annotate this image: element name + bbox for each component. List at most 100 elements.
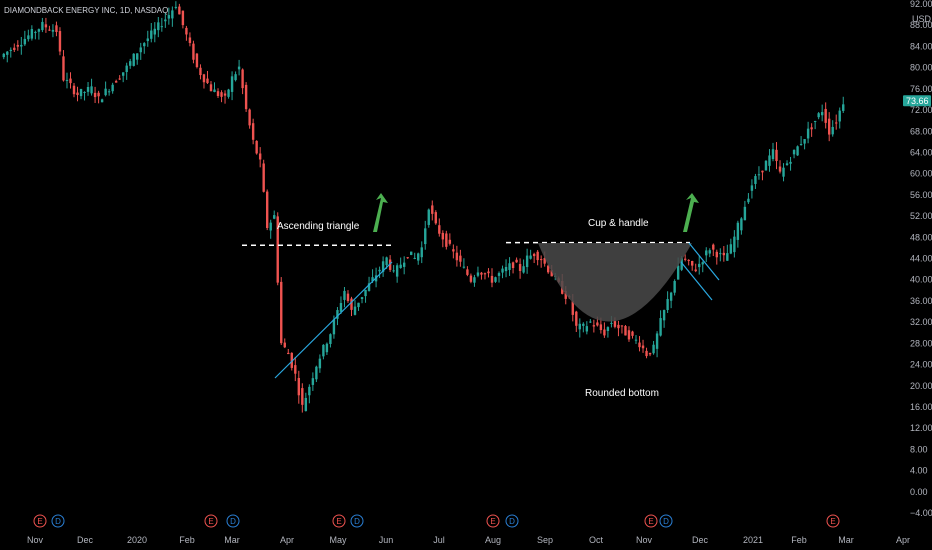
candle-body	[434, 212, 437, 224]
candle-body	[483, 273, 487, 275]
candle-body	[93, 92, 97, 98]
y-tick-label: 36.00	[910, 296, 932, 306]
candle-body	[209, 84, 213, 92]
y-tick-label: 76.00	[910, 84, 932, 94]
candle-body	[575, 311, 578, 326]
pattern-annotation: Cup & handle	[588, 218, 649, 229]
candle-body	[473, 277, 476, 283]
earnings-icon	[644, 514, 658, 528]
candle-body	[427, 209, 430, 225]
candle-body	[51, 29, 55, 32]
candle-body	[585, 326, 589, 332]
candle-body	[589, 321, 592, 323]
x-tick-label: Oct	[589, 535, 604, 545]
candle-body	[582, 323, 585, 326]
event-code: D	[354, 517, 360, 526]
x-tick-label: Feb	[179, 535, 195, 545]
candle-body	[83, 91, 86, 93]
x-tick-label: Sep	[537, 535, 553, 545]
y-axis[interactable]: 92.00 88.00 84.00 80.00 76.00 72.00 68.00 64.00…	[910, 0, 932, 518]
candle-body	[673, 280, 676, 293]
candle-body	[48, 29, 51, 31]
candle-body	[694, 269, 697, 272]
dividend-icon	[505, 514, 519, 528]
candle-body	[743, 206, 747, 221]
candle-body	[202, 74, 206, 83]
dividend-icon	[659, 514, 673, 528]
candle-body	[448, 239, 452, 244]
candle-body	[796, 146, 799, 156]
candle-body	[230, 76, 234, 92]
candle-body	[16, 44, 20, 47]
candle-body	[676, 265, 680, 280]
candle-body	[20, 44, 23, 47]
overlays-layer: Ascending triangle Cup & handle Rounded bo…	[242, 193, 720, 399]
candle-body	[220, 92, 223, 97]
y-tick-label: 24.00	[910, 360, 932, 370]
candle-body	[399, 264, 402, 268]
dividend-icon	[226, 514, 240, 528]
candle-body	[764, 160, 768, 171]
candle-body	[364, 289, 367, 297]
candle-body	[785, 163, 789, 166]
candle-body	[216, 91, 220, 97]
candle-body	[206, 78, 209, 84]
triangle-support-line	[274, 261, 393, 379]
candle-body	[680, 258, 683, 270]
candle-body	[539, 259, 543, 261]
candle-body	[631, 331, 634, 336]
event-code: E	[490, 517, 495, 526]
candle-body	[638, 342, 641, 348]
candle-body	[687, 259, 690, 261]
candle-body	[318, 358, 322, 369]
candle-body	[655, 333, 659, 349]
candle-body	[624, 326, 627, 336]
candle-body	[617, 324, 620, 329]
candle-body	[754, 176, 757, 184]
x-tick-label: Apr	[280, 535, 294, 545]
candle-body	[747, 198, 750, 203]
candle-body	[251, 123, 255, 140]
candle-body	[301, 388, 304, 405]
earnings-icon	[486, 514, 500, 528]
y-tick-label: 48.00	[910, 232, 932, 242]
candle-body	[86, 87, 90, 92]
x-axis[interactable]: Nov Dec 2020 Feb Mar Apr May Jun Jul Aug Sep Oct Nov…	[27, 535, 910, 545]
x-tick-label: Aug	[485, 535, 501, 545]
candle-body	[269, 222, 272, 231]
candle-body	[501, 268, 504, 273]
last-price-label: 73.66	[906, 96, 929, 106]
earnings-icon	[204, 514, 218, 528]
y-tick-label: 0.00	[910, 487, 928, 497]
candle-body	[648, 352, 652, 355]
candle-body	[564, 290, 567, 299]
candle-body	[100, 99, 104, 103]
y-tick-label: 60.00	[910, 169, 932, 179]
candle-body	[199, 67, 202, 76]
candle-body	[276, 216, 279, 283]
candle-body	[213, 89, 216, 92]
candle-body	[817, 113, 820, 118]
candle-body	[736, 222, 740, 240]
up-arrow-icon	[683, 193, 699, 232]
candle-body	[62, 56, 65, 81]
candle-body	[733, 236, 736, 253]
candle-body	[691, 260, 694, 266]
candle-body	[125, 65, 128, 73]
candle-body	[778, 166, 782, 172]
candle-body	[132, 53, 135, 66]
candle-body	[30, 29, 34, 39]
candle-body	[536, 251, 539, 261]
candle-body	[188, 37, 192, 43]
candle-body	[719, 253, 722, 255]
candle-body	[445, 233, 448, 247]
candle-body	[44, 24, 48, 28]
candle-body	[339, 303, 343, 312]
y-tick-label: 20.00	[910, 381, 932, 391]
y-tick-label: −4.00	[910, 508, 932, 518]
candle-body	[508, 263, 511, 270]
x-tick-label: Nov	[636, 535, 653, 545]
candle-body	[683, 258, 687, 260]
